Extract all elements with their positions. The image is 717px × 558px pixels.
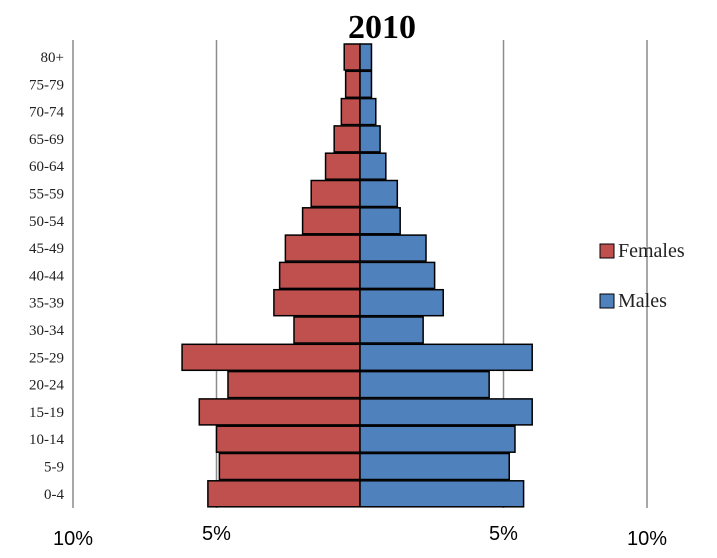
category-label: 60-64 [29, 159, 64, 175]
x-tick-label: 10% [627, 528, 667, 550]
x-tick-label: 10% [53, 528, 93, 550]
bar-males-50-54 [359, 207, 401, 235]
legend: Females Males [599, 240, 685, 312]
category-label: 35-39 [29, 296, 64, 312]
bar-males-20-24 [359, 370, 490, 399]
legend-swatch-males [599, 293, 615, 309]
legend-label-males: Males [618, 290, 667, 312]
bar-females-75-79 [344, 70, 361, 99]
category-axis-labels: 0-4 5-9 10-14 15-19 20-24 25-29 30-34 35-39 40-4… [29, 50, 64, 503]
bar-males-15-19 [359, 398, 533, 426]
bar-males-30-34 [359, 316, 424, 344]
legend-swatch-females [599, 243, 615, 259]
category-label: 45-49 [29, 241, 64, 257]
bar-females-5-9 [218, 452, 361, 481]
category-label: 50-54 [29, 214, 64, 230]
bar-males-40-44 [359, 261, 436, 290]
category-label: 0-4 [44, 487, 64, 503]
category-label: 20-24 [29, 378, 64, 394]
bar-females-10-14 [215, 425, 361, 453]
bar-males-70-74 [359, 97, 377, 126]
bar-females-65-69 [333, 125, 361, 153]
bar-males-60-64 [359, 152, 387, 180]
bar-males-35-39 [359, 288, 444, 317]
bar-males-5-9 [359, 452, 510, 481]
category-label: 70-74 [29, 105, 64, 121]
bar-males-10-14 [359, 425, 516, 453]
x-tick-label: 5% [202, 523, 231, 545]
x-axis-tick-labels: 10% 5% 5% 10% [53, 523, 667, 550]
bar-males-65-69 [359, 125, 381, 153]
bar-females-45-49 [284, 234, 361, 262]
bar-males-45-49 [359, 234, 427, 262]
bar-males-55-59 [359, 179, 399, 208]
bar-females-25-29 [181, 343, 361, 372]
bar-females-0-4 [207, 480, 361, 508]
x-tick-label: 5% [489, 523, 518, 545]
category-label: 25-29 [29, 350, 64, 366]
bar-females-20-24 [227, 370, 361, 399]
bar-females-70-74 [340, 97, 361, 126]
bar-males-0-4 [359, 480, 525, 508]
legend-label-females: Females [618, 240, 685, 262]
bar-females-15-19 [198, 398, 361, 426]
bar-females-35-39 [273, 288, 361, 317]
bar-females-80+ [343, 43, 361, 71]
bar-females-60-64 [324, 152, 361, 180]
category-label: 15-19 [29, 405, 64, 421]
category-label: 55-59 [29, 187, 64, 203]
category-label: 30-34 [29, 323, 64, 339]
bar-females-55-59 [310, 179, 361, 208]
bar-males-80+ [359, 43, 373, 71]
category-label: 65-69 [29, 132, 64, 148]
bars [181, 43, 533, 508]
category-label: 40-44 [29, 268, 64, 284]
bar-females-40-44 [278, 261, 361, 290]
category-label: 75-79 [29, 77, 64, 93]
bar-males-25-29 [359, 343, 533, 372]
category-label: 80+ [41, 50, 64, 66]
category-label: 5-9 [44, 460, 64, 476]
category-label: 10-14 [29, 432, 64, 448]
chart-title: 2010 [348, 9, 416, 46]
bar-females-50-54 [301, 207, 361, 235]
bar-males-75-79 [359, 70, 373, 99]
bar-females-30-34 [293, 316, 361, 344]
